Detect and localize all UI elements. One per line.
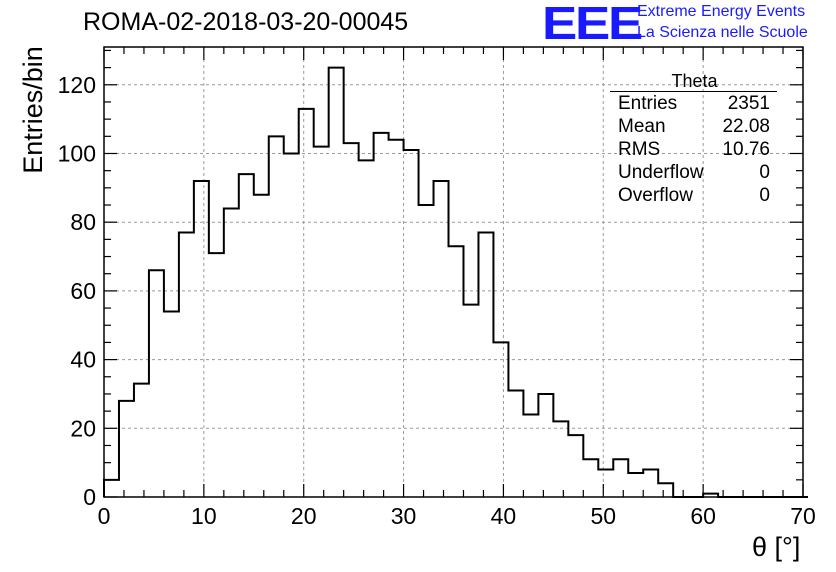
- stats-row-underflow: Underflow 0: [612, 161, 777, 184]
- x-tick-label: 40: [491, 503, 517, 529]
- stats-label: Entries: [618, 93, 678, 114]
- y-tick-label: 0: [83, 484, 96, 510]
- histogram-step-line: [103, 66, 808, 498]
- x-tick-label: 70: [790, 503, 816, 529]
- tick-labels: 0 10 20 30 40 50 60 70 0 20 40 60 80 100 120: [58, 72, 816, 529]
- stats-value: 22.08: [722, 116, 770, 137]
- grid: [104, 47, 803, 497]
- logo-text-line1: Extreme Energy Events: [637, 3, 806, 20]
- stats-value: 0: [759, 185, 770, 206]
- plot-frame: [103, 46, 804, 498]
- y-tick-label: 120: [58, 72, 96, 98]
- stats-row-rms: RMS 10.76: [612, 138, 777, 161]
- eee-logo-mark: EEE: [542, 0, 643, 49]
- axis-ticks: [103, 47, 804, 498]
- stats-value: 0: [759, 162, 770, 183]
- x-tick-label: 60: [690, 503, 716, 529]
- y-tick-label: 40: [70, 347, 96, 373]
- stats-row-overflow: Overflow 0: [612, 184, 777, 207]
- stats-label: RMS: [618, 139, 661, 160]
- stats-row-mean: Mean 22.08: [612, 115, 777, 138]
- stats-value: 10.76: [722, 139, 770, 160]
- x-tick-label: 10: [191, 503, 217, 529]
- y-axis-label: Entries/bin: [18, 46, 48, 174]
- stats-value: 2351: [727, 93, 770, 114]
- y-tick-label: 80: [70, 209, 96, 235]
- y-tick-label: 60: [70, 278, 96, 304]
- x-tick-label: 30: [391, 503, 417, 529]
- x-tick-label: 0: [98, 503, 111, 529]
- x-tick-label: 50: [590, 503, 616, 529]
- stats-label: Mean: [618, 116, 666, 137]
- stats-title: Theta: [671, 71, 718, 91]
- stats-label: Underflow: [618, 162, 704, 183]
- stats-row-entries: Entries 2351: [612, 92, 777, 115]
- chart-title: ROMA-02-2018-03-20-00045: [83, 8, 409, 36]
- logo-text-line2: La Scienza nelle Scuole: [637, 24, 808, 41]
- stats-box: Theta Entries 2351 Mean 22.08 RMS 10.76 …: [610, 71, 777, 207]
- x-axis-label: θ [°]: [752, 532, 801, 562]
- y-tick-label: 100: [58, 140, 96, 166]
- stats-divider: [610, 91, 777, 92]
- x-tick-label: 20: [291, 503, 317, 529]
- stats-label: Overflow: [618, 185, 693, 206]
- y-tick-label: 20: [70, 415, 96, 441]
